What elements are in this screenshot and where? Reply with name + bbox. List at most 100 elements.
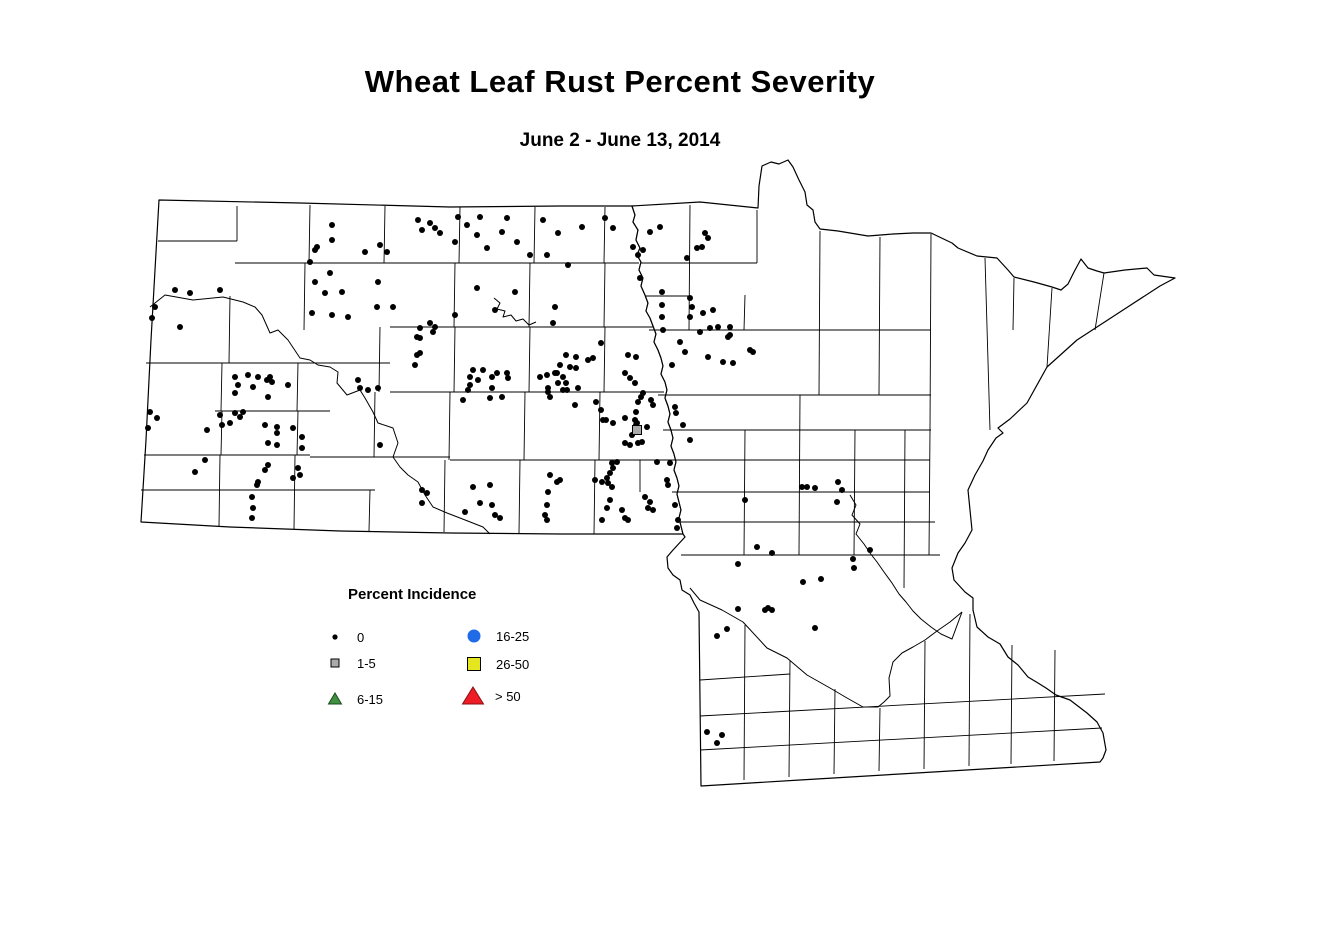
data-point-severity-0: [504, 370, 510, 376]
data-point-severity-0: [564, 387, 570, 393]
data-point-severity-0: [687, 314, 693, 320]
data-point-severity-0: [598, 340, 604, 346]
green-triangle-icon: [322, 688, 348, 710]
data-point-severity-0: [579, 224, 585, 230]
data-point-severity-0: [659, 289, 665, 295]
data-point-severity-0: [650, 402, 656, 408]
county-boundary: [743, 429, 746, 556]
data-point-severity-0: [735, 561, 741, 567]
data-point-severity-0: [563, 352, 569, 358]
data-point-severity-0: [474, 285, 480, 291]
county-boundary: [878, 707, 881, 772]
data-point-severity-0: [250, 384, 256, 390]
county-boundary: [1010, 644, 1013, 765]
data-point-severity-0: [497, 515, 503, 521]
county-boundary: [308, 204, 311, 264]
data-point-severity-0: [689, 304, 695, 310]
data-point-severity-0: [375, 279, 381, 285]
data-point-severity-0: [249, 494, 255, 500]
data-point-severity-0: [345, 314, 351, 320]
county-boundary: [968, 613, 971, 767]
data-point-severity-0: [424, 490, 430, 496]
county-boundary: [528, 326, 531, 393]
data-point-severity-0: [460, 397, 466, 403]
county-boundary: [1053, 649, 1056, 762]
data-point-severity-0: [627, 442, 633, 448]
county-boundary: [1094, 272, 1105, 331]
data-point-severity-0: [710, 307, 716, 313]
data-point-severity-0: [704, 729, 710, 735]
data-point-severity-0: [604, 475, 610, 481]
data-point-severity-0: [504, 215, 510, 221]
data-point-severity-0: [673, 410, 679, 416]
county-boundary: [788, 659, 791, 778]
data-point-severity-0: [384, 249, 390, 255]
county-boundary: [743, 624, 746, 781]
data-point-severity-0: [687, 437, 693, 443]
data-point-severity-0: [719, 732, 725, 738]
data-point-severity-0: [602, 215, 608, 221]
small-black-dot-icon: [322, 626, 348, 648]
data-point-severity-0: [217, 287, 223, 293]
data-point-severity-0: [377, 442, 383, 448]
data-point-severity-0: [607, 497, 613, 503]
data-point-severity-0: [694, 245, 700, 251]
data-point-severity-0: [357, 385, 363, 391]
data-point-severity-0: [265, 440, 271, 446]
data-point-severity-0: [374, 304, 380, 310]
data-point-severity-0: [232, 410, 238, 416]
data-point-severity-0: [834, 499, 840, 505]
county-boundary: [833, 688, 836, 775]
county-boundary: [923, 640, 926, 770]
data-point-severity-0: [250, 505, 256, 511]
county-boundary: [818, 230, 821, 396]
county-boundary: [523, 391, 526, 461]
data-point-severity-0: [487, 482, 493, 488]
data-point-severity-0: [677, 339, 683, 345]
data-point-severity-0: [610, 420, 616, 426]
county-boundary: [303, 262, 306, 331]
data-point-severity-0: [567, 364, 573, 370]
data-point-severity-0: [604, 505, 610, 511]
data-point-severity-0: [754, 544, 760, 550]
data-point-severity-0: [557, 362, 563, 368]
data-point-severity-0: [430, 329, 436, 335]
county-boundary: [688, 204, 691, 331]
legend-title: Percent Incidence: [348, 586, 477, 603]
data-point-severity-0: [769, 550, 775, 556]
data-point-severity-0: [154, 415, 160, 421]
data-point-severity-0: [455, 214, 461, 220]
data-point-severity-0: [555, 230, 561, 236]
county-boundary: [528, 262, 531, 328]
yellow-square-icon: [461, 653, 487, 675]
data-point-severity-0: [727, 324, 733, 330]
county-boundary: [220, 362, 223, 412]
data-point-severity-0: [573, 354, 579, 360]
data-point-severity-0: [375, 385, 381, 391]
data-point-severity-0: [630, 244, 636, 250]
county-boundary: [218, 454, 221, 527]
county-boundary: [518, 459, 521, 534]
data-point-severity-0: [684, 255, 690, 261]
county-boundary: [228, 295, 231, 364]
county-boundary: [383, 205, 386, 264]
data-point-severity-0: [735, 606, 741, 612]
data-point-severity-0: [609, 484, 615, 490]
county-boundary: [453, 326, 456, 393]
data-point-severity-0: [202, 457, 208, 463]
data-point-severity-0: [592, 477, 598, 483]
data-point-severity-0: [245, 372, 251, 378]
data-point-severity-0: [204, 427, 210, 433]
data-point-severity-0: [769, 607, 775, 613]
data-point-severity-0: [657, 224, 663, 230]
data-point-severity-0: [484, 245, 490, 251]
county-boundary: [984, 257, 991, 431]
data-point-severity-0: [659, 302, 665, 308]
data-point-severity-0: [412, 362, 418, 368]
data-point-severity-0: [610, 225, 616, 231]
data-point-severity-0: [554, 370, 560, 376]
data-point-severity-0: [714, 740, 720, 746]
data-point-severity-0: [585, 357, 591, 363]
data-point-severity-0: [414, 334, 420, 340]
